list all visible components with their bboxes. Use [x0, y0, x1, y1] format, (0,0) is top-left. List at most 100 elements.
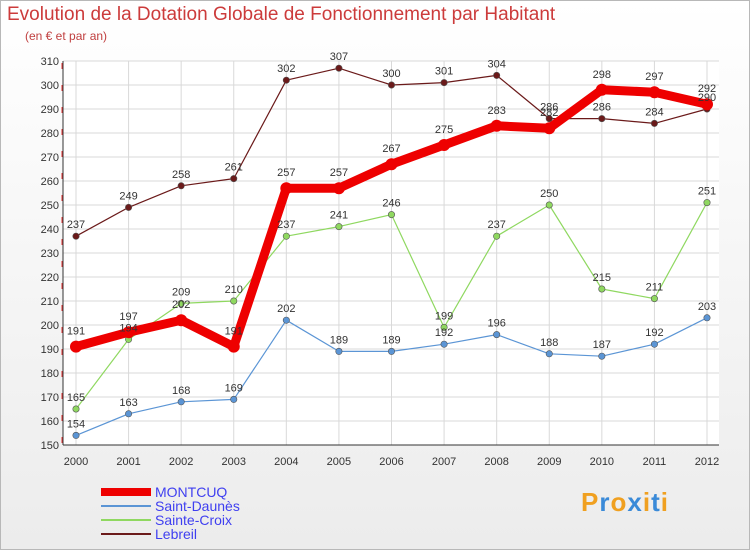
data-label-montcuq: 197 [119, 311, 137, 323]
data-point-lebreil [335, 64, 343, 72]
y-tick-label: 260 [41, 176, 59, 188]
data-point-lebreil [545, 115, 553, 123]
data-label-sainte-croix: 246 [382, 198, 400, 210]
data-point-montcuq [490, 119, 503, 132]
data-label-saint-daunes: 187 [593, 339, 611, 351]
proxiti-logo: Proxiti [581, 487, 669, 518]
y-tick-label: 280 [41, 128, 59, 140]
data-label-lebreil: 284 [645, 106, 663, 118]
data-label-lebreil: 261 [225, 162, 243, 174]
data-label-sainte-croix: 165 [67, 392, 85, 404]
data-label-montcuq: 267 [382, 143, 400, 155]
data-point-lebreil [282, 76, 290, 84]
data-label-montcuq: 292 [698, 83, 716, 95]
data-point-montcuq [332, 182, 345, 195]
data-label-saint-daunes: 192 [645, 327, 663, 339]
data-label-montcuq: 191 [67, 326, 85, 338]
y-tick-label: 310 [41, 56, 59, 68]
proxiti-letter: P [581, 487, 600, 517]
data-label-lebreil: 302 [277, 63, 295, 75]
x-tick-label: 2005 [327, 456, 351, 468]
data-label-montcuq: 282 [540, 107, 558, 119]
data-label-sainte-croix: 215 [593, 272, 611, 284]
proxiti-letter: o [610, 487, 628, 517]
data-point-saint-daunes [545, 350, 553, 358]
data-label-sainte-croix: 194 [119, 322, 137, 334]
data-point-sainte-croix [650, 295, 658, 303]
y-tick-label: 160 [41, 416, 59, 428]
data-point-sainte-croix [177, 299, 185, 307]
data-point-montcuq [438, 139, 451, 151]
y-tick-label: 190 [41, 344, 59, 356]
data-label-saint-daunes: 189 [382, 334, 400, 346]
data-label-lebreil: 301 [435, 66, 453, 78]
data-label-saint-daunes: 188 [540, 337, 558, 349]
chart-title: Evolution de la Dotation Globale de Fonc… [7, 4, 556, 25]
data-point-sainte-croix [545, 201, 553, 209]
data-point-montcuq [595, 83, 608, 96]
grid [63, 60, 719, 446]
data-label-saint-daunes: 196 [487, 318, 505, 330]
data-label-montcuq: 257 [277, 167, 295, 179]
series-lines [70, 64, 713, 439]
data-point-sainte-croix [230, 297, 238, 305]
data-point-saint-daunes [230, 395, 238, 403]
data-point-saint-daunes [177, 398, 185, 406]
data-label-montcuq: 298 [593, 69, 611, 81]
data-point-lebreil [440, 79, 448, 87]
y-tick-label: 270 [41, 152, 59, 164]
proxiti-letter: t [651, 487, 661, 517]
y-tick-label: 230 [41, 248, 59, 260]
data-point-sainte-croix [387, 211, 395, 219]
x-tick-label: 2009 [537, 456, 561, 468]
legend-label-lebreil: Lebreil [155, 526, 198, 542]
data-point-sainte-croix [440, 323, 448, 331]
data-point-saint-daunes [598, 352, 606, 360]
y-tick-label: 210 [41, 296, 59, 308]
data-point-lebreil [177, 182, 185, 190]
data-point-lebreil [650, 119, 658, 127]
proxiti-letter: r [599, 487, 611, 517]
data-point-saint-daunes [335, 347, 343, 355]
data-label-lebreil: 304 [487, 58, 505, 70]
x-tick-label: 2002 [169, 456, 193, 468]
x-tick-label: 2004 [274, 456, 298, 468]
data-point-saint-daunes [440, 340, 448, 348]
data-point-saint-daunes [72, 431, 80, 439]
y-tick-label: 170 [41, 392, 59, 404]
data-point-lebreil [598, 115, 606, 123]
legend-label-montcuq: MONTCUQ [155, 484, 228, 500]
data-point-sainte-croix [598, 285, 606, 293]
data-point-saint-daunes [282, 316, 290, 324]
data-point-sainte-croix [493, 232, 501, 240]
x-tick-label: 2003 [222, 456, 246, 468]
y-tick-label: 290 [41, 104, 59, 116]
data-point-lebreil [493, 71, 501, 79]
data-point-sainte-croix [282, 232, 290, 240]
data-label-lebreil: 249 [119, 190, 137, 202]
x-tick-label: 2012 [695, 456, 719, 468]
x-tick-label: 2006 [379, 456, 403, 468]
data-label-montcuq: 257 [330, 167, 348, 179]
legend-label-sainte-croix: Sainte-Croix [155, 512, 233, 528]
data-label-lebreil: 290 [698, 92, 716, 104]
data-point-montcuq [280, 182, 293, 195]
data-label-sainte-croix: 199 [435, 310, 453, 322]
legend-label-saint-daunes: Saint-Daunès [155, 498, 240, 514]
y-tick-label: 240 [41, 224, 59, 236]
data-label-saint-daunes: 192 [435, 327, 453, 339]
y-tick-label: 200 [41, 320, 59, 332]
data-label-sainte-croix: 237 [277, 219, 295, 231]
data-point-sainte-croix [335, 223, 343, 231]
data-label-montcuq: 275 [435, 124, 453, 136]
legend-swatch-lebreil [101, 533, 151, 535]
x-tick-label: 2010 [590, 456, 614, 468]
data-point-sainte-croix [72, 405, 80, 413]
data-label-montcuq: 202 [172, 299, 190, 311]
data-label-saint-daunes: 189 [330, 334, 348, 346]
data-point-montcuq [70, 340, 82, 353]
y-tick-label: 220 [41, 272, 59, 284]
proxiti-letter: i [660, 487, 669, 517]
x-tick-label: 2001 [116, 456, 140, 468]
